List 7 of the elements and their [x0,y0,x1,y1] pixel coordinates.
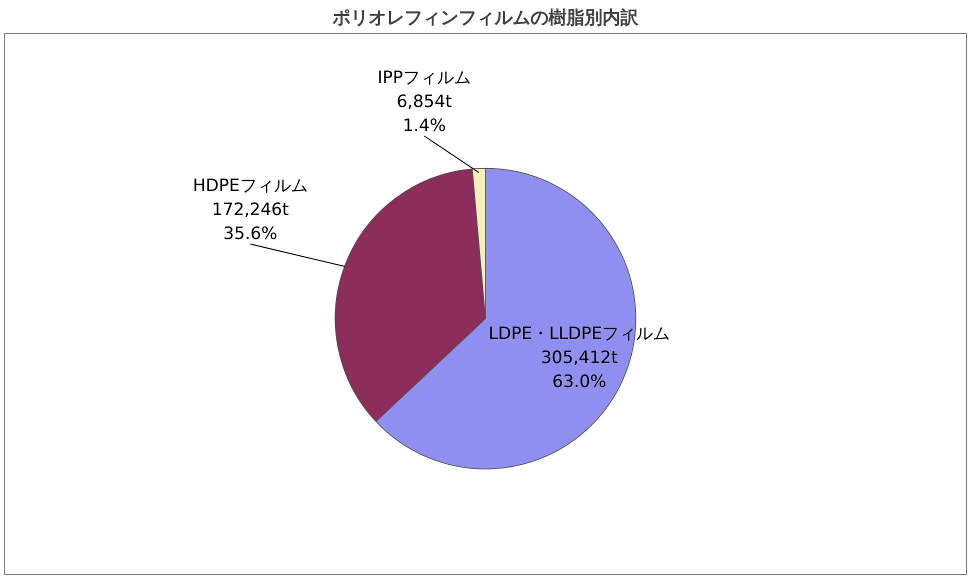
slice-label: IPPフィルム [378,68,472,88]
slice-label: HDPEフィルム [192,176,308,196]
data-label: 172,246t 35.6% [212,200,290,244]
data-label: 6,854t 1.4% [396,92,452,136]
chart-title: ポリオレフィンフィルムの樹脂別内訳 [332,8,640,28]
data-label: 305,412t 63.0% [540,348,618,392]
slice-label: LDPE・LLDPEフィルム [488,324,670,344]
